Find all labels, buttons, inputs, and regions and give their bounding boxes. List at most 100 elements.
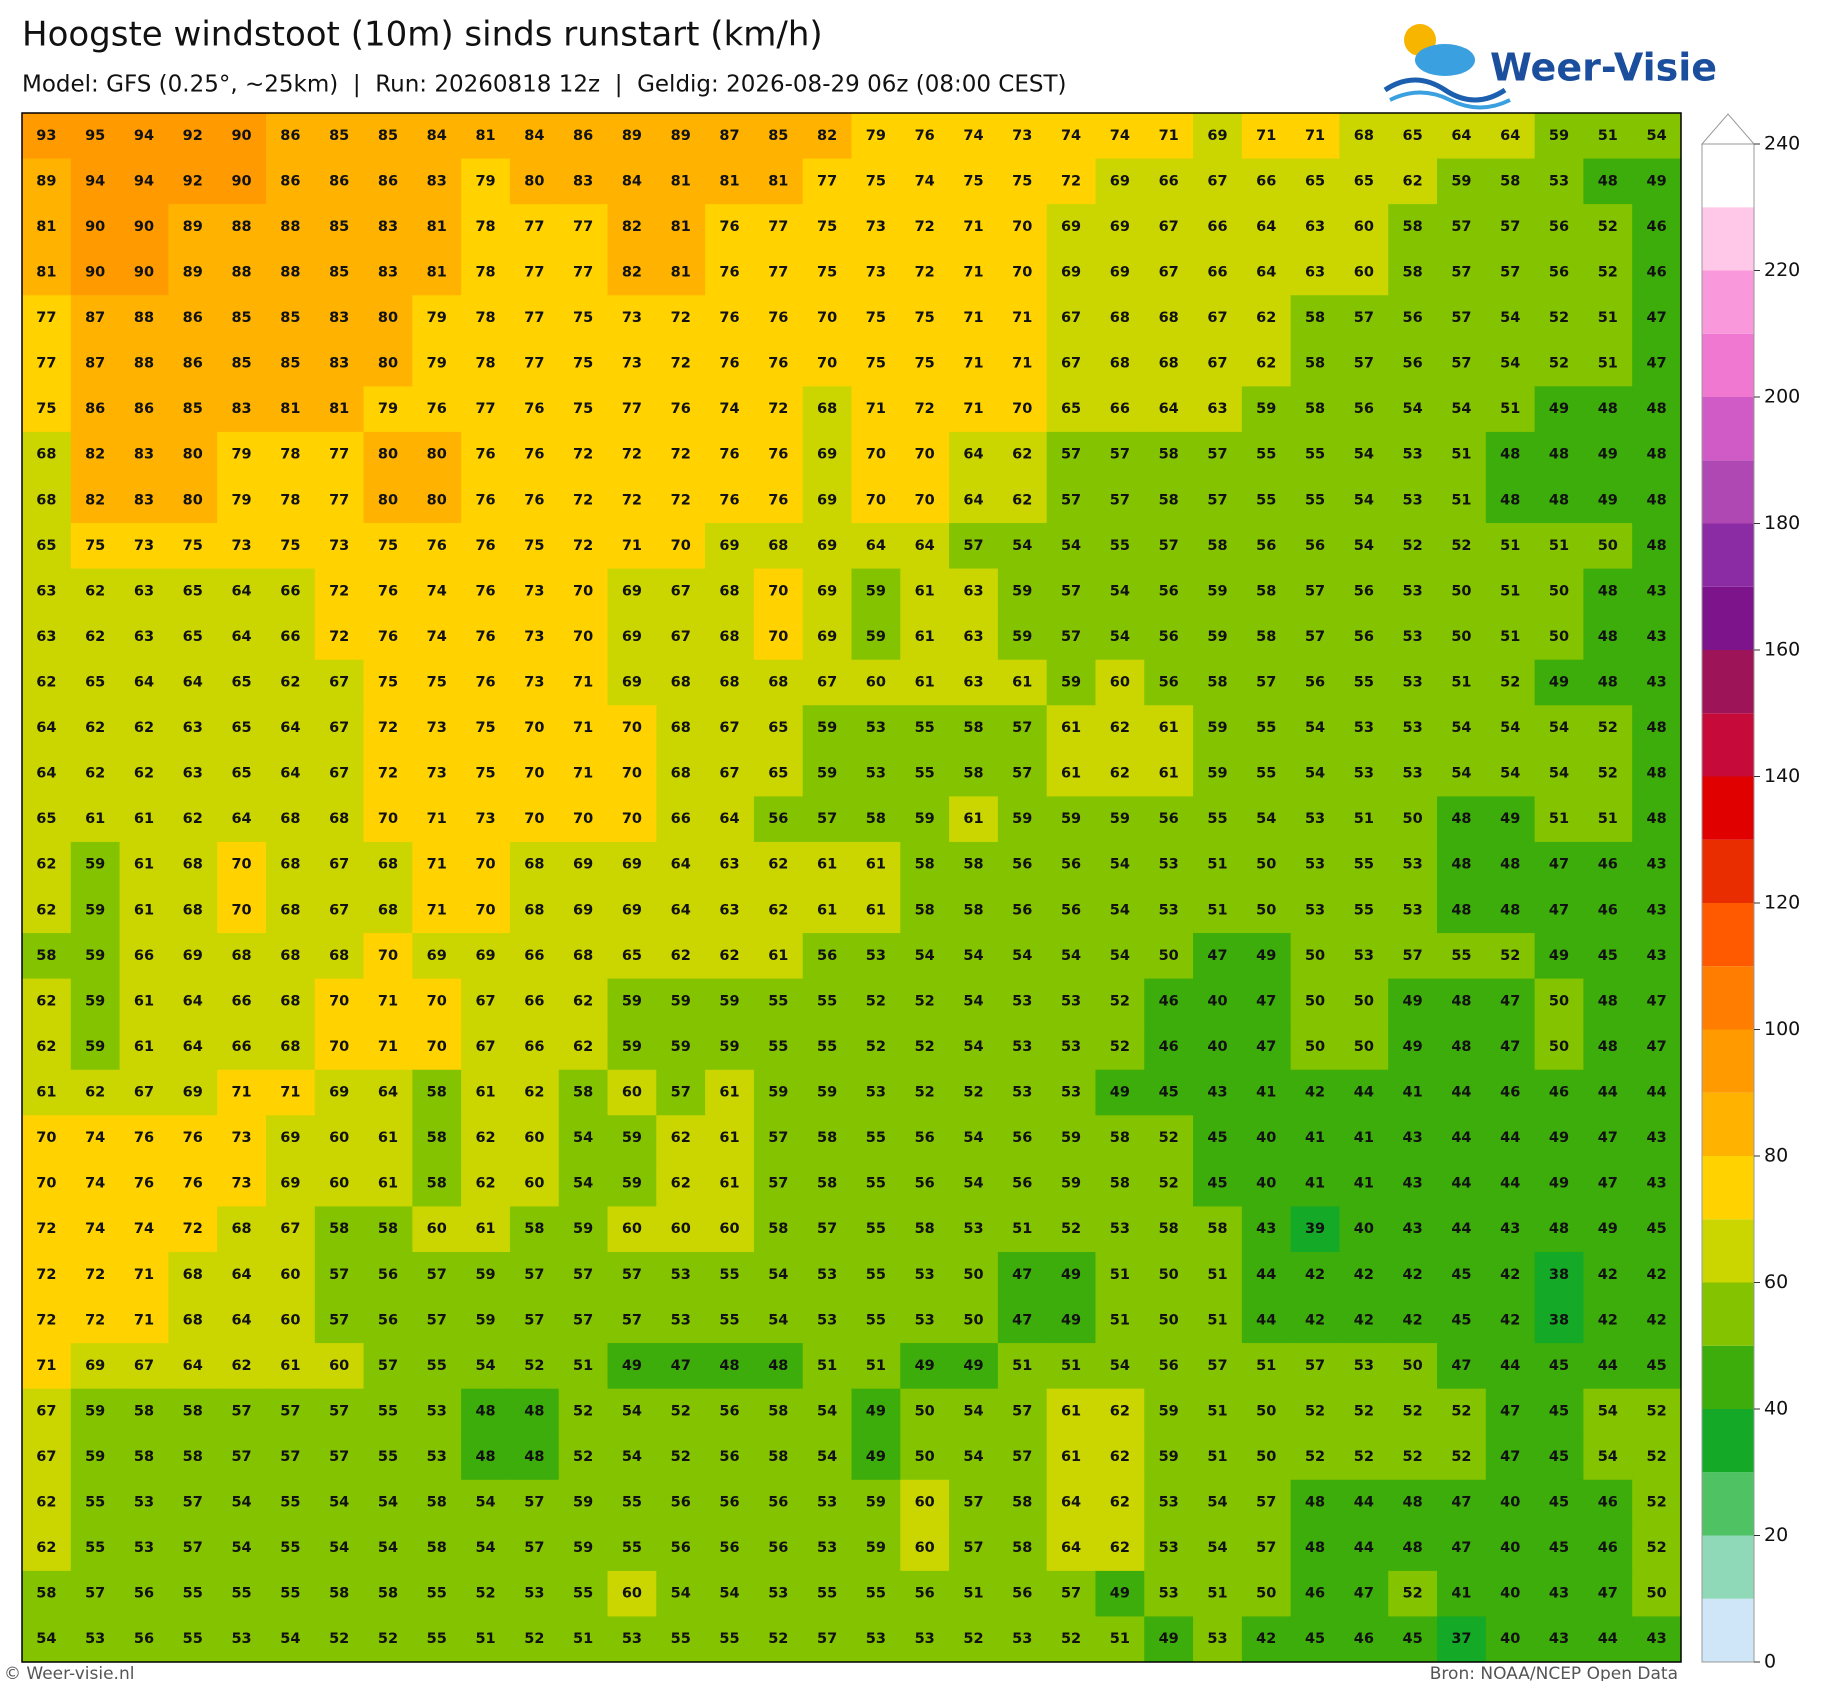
wind-cell <box>217 978 267 1025</box>
wind-value: 49 <box>1500 811 1520 827</box>
wind-cell <box>1485 1297 1536 1344</box>
wind-value: 57 <box>1207 1358 1227 1374</box>
wind-cell <box>997 1525 1048 1572</box>
wind-cell <box>363 1251 413 1299</box>
wind-cell <box>1485 1024 1536 1071</box>
wind-value: 53 <box>1549 173 1569 189</box>
wind-value: 85 <box>280 310 300 326</box>
wind-value: 64 <box>963 492 983 508</box>
wind-value: 59 <box>622 993 642 1009</box>
wind-cell <box>168 1251 218 1299</box>
wind-cell <box>1241 249 1292 296</box>
wind-value: 69 <box>1207 128 1227 144</box>
logo-text: Weer-Visie <box>1490 46 1717 90</box>
wind-cell <box>1193 204 1243 251</box>
wind-cell <box>1241 705 1292 752</box>
wind-value: 58 <box>915 902 935 918</box>
wind-value: 78 <box>475 219 495 235</box>
wind-value: 68 <box>280 1039 300 1055</box>
wind-cell <box>1437 386 1487 433</box>
wind-value: 67 <box>134 1085 154 1101</box>
wind-value: 55 <box>280 1586 300 1602</box>
wind-cell <box>1241 431 1292 478</box>
wind-cell <box>22 659 72 706</box>
wind-cell <box>851 249 901 296</box>
wind-value: 75 <box>573 401 593 417</box>
wind-value: 55 <box>1256 447 1276 463</box>
wind-value: 57 <box>280 1449 300 1465</box>
wind-cell <box>1583 1251 1633 1299</box>
wind-value: 51 <box>1451 447 1471 463</box>
wind-cell <box>1290 1479 1340 1526</box>
wind-cell <box>1388 978 1438 1025</box>
wind-cell <box>461 705 511 752</box>
wind-cell <box>997 1479 1048 1526</box>
wind-value: 86 <box>280 173 300 189</box>
wind-cell <box>558 1024 609 1071</box>
wind-cell <box>1193 386 1243 433</box>
wind-value: 54 <box>1354 538 1374 554</box>
wind-value: 59 <box>1061 1176 1081 1192</box>
wind-value: 54 <box>817 1403 837 1419</box>
wind-value: 56 <box>1549 219 1569 235</box>
wind-value: 57 <box>1305 583 1325 599</box>
wind-value: 59 <box>85 993 105 1009</box>
wind-cell <box>314 659 365 706</box>
wind-value: 42 <box>1403 1267 1423 1283</box>
wind-cell <box>1290 295 1340 342</box>
wind-cell <box>851 204 901 251</box>
wind-value: 72 <box>671 447 691 463</box>
wind-value: 48 <box>1647 538 1667 554</box>
wind-cell <box>412 614 462 661</box>
colorbar-band <box>1702 1282 1754 1346</box>
wind-value: 56 <box>1305 538 1325 554</box>
wind-value: 53 <box>1061 1039 1081 1055</box>
wind-cell <box>1095 887 1145 934</box>
wind-value: 76 <box>475 629 495 645</box>
wind-cell <box>70 1616 121 1663</box>
wind-cell <box>607 1206 657 1253</box>
wind-value: 53 <box>671 1312 691 1328</box>
wind-value: 59 <box>915 811 935 827</box>
wind-cell <box>1485 887 1536 934</box>
wind-value: 72 <box>85 1267 105 1283</box>
wind-cell <box>119 1251 169 1299</box>
wind-cell <box>1290 705 1340 752</box>
wind-cell <box>217 340 267 387</box>
wind-cell <box>656 659 706 706</box>
wind-cell <box>168 386 218 433</box>
wind-cell <box>1095 1069 1145 1116</box>
wind-value: 74 <box>963 128 983 144</box>
wind-value: 47 <box>1500 1449 1520 1465</box>
wind-value: 66 <box>524 1039 544 1055</box>
wind-cell <box>949 796 999 843</box>
wind-value: 73 <box>329 538 349 554</box>
wind-cell <box>168 796 218 843</box>
wind-value: 50 <box>1159 948 1179 964</box>
wind-cell <box>70 887 121 934</box>
wind-cell <box>168 933 218 980</box>
wind-value: 42 <box>1354 1312 1374 1328</box>
wind-cell <box>558 158 609 205</box>
wind-cell <box>1583 933 1633 980</box>
wind-value: 62 <box>231 1358 251 1374</box>
wind-value: 48 <box>1598 993 1618 1009</box>
wind-cell <box>1437 1069 1487 1116</box>
wind-value: 62 <box>671 1130 691 1146</box>
wind-value: 67 <box>671 629 691 645</box>
wind-value: 48 <box>1305 1540 1325 1556</box>
colorbar-band <box>1702 650 1754 714</box>
wind-cell <box>1632 1388 1682 1435</box>
wind-value: 68 <box>768 674 788 690</box>
wind-cell <box>1144 386 1194 433</box>
wind-value: 75 <box>524 538 544 554</box>
wind-cell <box>1241 1525 1292 1572</box>
wind-value: 55 <box>866 1176 886 1192</box>
wind-value: 45 <box>1451 1312 1471 1328</box>
wind-cell <box>1583 796 1633 843</box>
wind-value: 70 <box>524 720 544 736</box>
wind-value: 58 <box>329 1221 349 1237</box>
wind-value: 57 <box>1256 1495 1276 1511</box>
wind-value: 62 <box>85 1085 105 1101</box>
wind-value: 66 <box>524 948 544 964</box>
